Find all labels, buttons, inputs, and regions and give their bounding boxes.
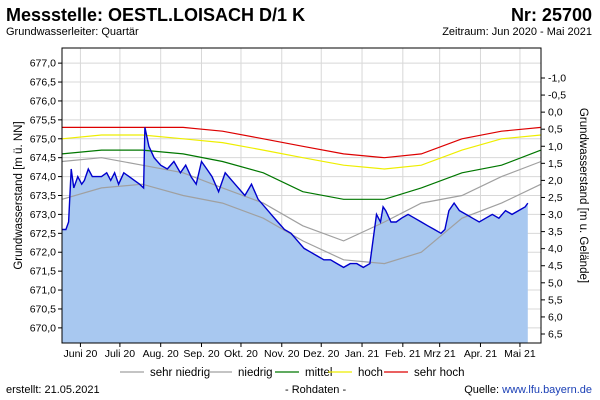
y-tick-right-label: 5,5 bbox=[548, 294, 563, 306]
x-tick-label: Juli 20 bbox=[105, 348, 136, 360]
y-tick-right-label: 4,0 bbox=[548, 243, 563, 255]
y-axis-right-label: Grundwasserstand [m u. Gelände] bbox=[577, 108, 589, 283]
legend-label: sehr hoch bbox=[414, 367, 465, 379]
y-tick-left-label: 675,5 bbox=[30, 114, 56, 126]
y-tick-right-label: -1,0 bbox=[548, 73, 566, 85]
x-tick-label: Mrz 21 bbox=[424, 348, 456, 360]
y-tick-left-label: 671,5 bbox=[30, 266, 56, 278]
x-tick-label: Dez. 20 bbox=[303, 348, 339, 360]
x-tick-label: Sep. 20 bbox=[183, 348, 219, 360]
y-tick-left-label: 671,0 bbox=[30, 285, 56, 297]
measured-area bbox=[62, 127, 528, 344]
x-tick-label: Feb. 21 bbox=[385, 348, 421, 360]
y-tick-left-label: 670,5 bbox=[30, 303, 56, 315]
measured-line bbox=[62, 127, 529, 269]
raw-data-note: - Rohdaten - bbox=[285, 384, 347, 396]
y-tick-right-label: 1,5 bbox=[548, 158, 563, 170]
y-tick-right-label: 0,5 bbox=[548, 124, 563, 136]
y-tick-right-label: 1,0 bbox=[548, 141, 563, 153]
legend-label: hoch bbox=[358, 367, 383, 379]
legend-label: sehr niedrig bbox=[150, 367, 210, 379]
chart-title: Messstelle: OESTL.LOISACH D/1 K bbox=[6, 5, 306, 25]
y-tick-right-label: 4,5 bbox=[548, 260, 563, 272]
y-tick-right-label: 0,0 bbox=[548, 107, 563, 119]
y-axis-left-label: Grundwasserstand [m ü. NN] bbox=[13, 121, 25, 269]
y-tick-right-label: 6,5 bbox=[548, 329, 563, 341]
y-tick-left-label: 674,5 bbox=[30, 152, 56, 164]
created-date: erstellt: 21.05.2021 bbox=[6, 384, 100, 396]
legend: sehr niedrig niedrig mittel hoch sehr hoch bbox=[120, 367, 465, 379]
x-tick-label: Mai 21 bbox=[504, 348, 536, 360]
y-tick-right-label: 6,0 bbox=[548, 311, 563, 323]
x-tick-label: Okt. 20 bbox=[224, 348, 258, 360]
y-tick-left-label: 673,5 bbox=[30, 190, 56, 202]
series-layer bbox=[61, 126, 542, 265]
y-tick-left-label: 673,0 bbox=[30, 209, 56, 221]
series-line-sehr-hoch bbox=[62, 126, 542, 159]
series-line-niedrig bbox=[61, 157, 542, 242]
y-tick-left-label: 675,0 bbox=[30, 133, 56, 145]
series-line-mittel bbox=[61, 149, 542, 200]
series-line-sehr-niedrig bbox=[61, 183, 542, 265]
source-credit: Quelle: www.lfu.bayern.de bbox=[464, 384, 592, 396]
station-number: Nr: 25700 bbox=[510, 5, 592, 25]
x-tick-label: Nov. 20 bbox=[264, 348, 300, 360]
y-tick-left-label: 676,0 bbox=[30, 95, 56, 107]
series-line-hoch bbox=[61, 134, 542, 170]
x-tick-label: Juni 20 bbox=[63, 348, 97, 360]
y-tick-right-label: 3,5 bbox=[548, 226, 563, 238]
y-tick-right-label: -0,5 bbox=[548, 90, 566, 102]
aquifer-subtitle: Grundwasserleiter: Quartär bbox=[6, 26, 139, 38]
source-link[interactable]: www.lfu.bayern.de bbox=[502, 384, 592, 396]
legend-label: mittel bbox=[305, 367, 332, 379]
y-tick-left-label: 677,0 bbox=[30, 58, 56, 70]
y-tick-left-label: 676,5 bbox=[30, 77, 56, 89]
y-tick-right-label: 2,5 bbox=[548, 192, 563, 204]
period-label: Zeitraum: Jun 2020 - Mai 2021 bbox=[442, 26, 592, 38]
x-tick-label: Jan. 21 bbox=[345, 348, 380, 360]
y-tick-left-label: 670,0 bbox=[30, 322, 56, 334]
x-tick-label: Apr. 21 bbox=[464, 348, 497, 360]
y-tick-right-label: 5,0 bbox=[548, 277, 563, 289]
x-tick-label: Aug. 20 bbox=[143, 348, 179, 360]
y-tick-left-label: 674,0 bbox=[30, 171, 56, 183]
ticks-layer: 670,0 670,5 671,0 671,5 672,0 672,5 673,0 673,5… bbox=[30, 58, 567, 360]
y-tick-right-label: 2,0 bbox=[548, 175, 563, 187]
y-tick-right-label: 3,0 bbox=[548, 209, 563, 221]
y-tick-left-label: 672,0 bbox=[30, 247, 56, 259]
source-label: Quelle: bbox=[464, 384, 503, 396]
legend-label: niedrig bbox=[238, 367, 273, 379]
y-tick-left-label: 672,5 bbox=[30, 228, 56, 240]
